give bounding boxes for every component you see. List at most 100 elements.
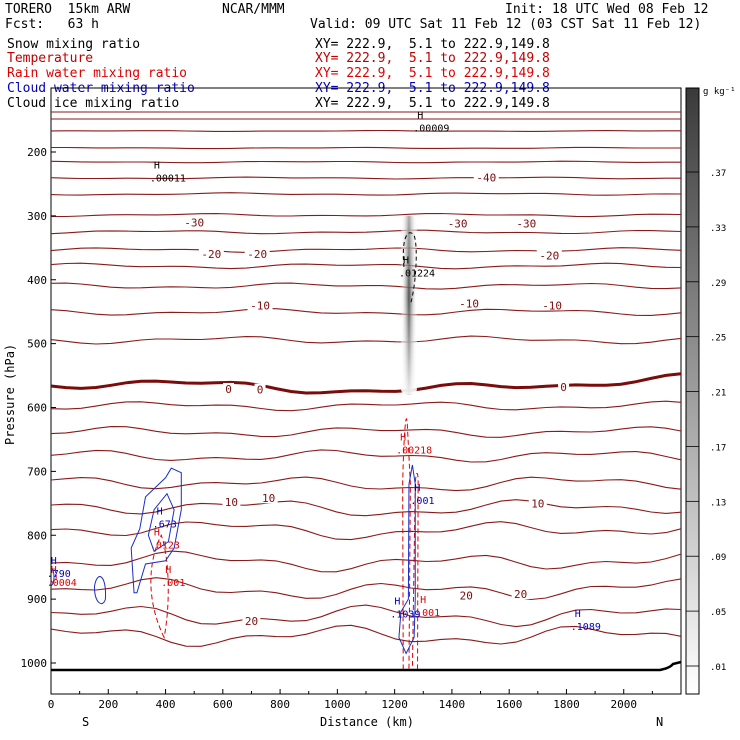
x-tick-label: 1200	[381, 698, 408, 711]
x-tick-label: 400	[156, 698, 176, 711]
colorbar-tick-label: .37	[710, 169, 726, 179]
axes: 0 200 400 600 800 1000 1200 1400 1600 1800 2000200…	[21, 146, 653, 711]
terrain-line	[51, 660, 682, 672]
temperature-label: 0	[257, 384, 264, 397]
temperature-contour-line	[50, 160, 681, 164]
maximum-marker: H	[420, 595, 426, 606]
x-tick-label: 800	[270, 698, 290, 711]
temperature-contour-line	[50, 476, 682, 492]
init-time: Init: 18 UTC Wed 08 Feb 12	[505, 2, 709, 17]
temperature-contour-line	[50, 426, 682, 438]
colorbar-tick-label: .29	[710, 279, 726, 289]
y-tick-label: 300	[27, 210, 47, 223]
temperature-label-bg	[242, 614, 261, 626]
maximum-marker: H	[157, 507, 163, 518]
temperature-label: 0	[225, 383, 232, 396]
temperature-label-bg	[511, 588, 530, 600]
colorbar-ticks: .01 .05 .09 .13 .17 .21 .25 .29 .33 .37	[686, 169, 726, 673]
rain-contour-line	[402, 418, 411, 670]
temperature-contour-line	[50, 192, 682, 196]
temperature-label-bg	[513, 217, 539, 229]
temperature-label: -30	[184, 216, 204, 229]
temperature-label: 20	[245, 615, 258, 628]
maximum-value-label: .00011	[150, 173, 186, 184]
maximum-marker: H	[154, 160, 160, 171]
maximum-marker: H	[400, 433, 406, 444]
maximum-value-label: .00218	[396, 446, 432, 457]
colorbar-tick-label: .33	[710, 224, 726, 234]
temperature-contour-line	[50, 176, 681, 180]
temperature-label: -20	[539, 249, 559, 262]
colorbar-tick-label: .17	[710, 443, 726, 453]
temperature-contour-line	[50, 308, 682, 316]
temperature-label: -30	[516, 218, 536, 231]
temperature-label-bg	[456, 297, 482, 309]
y-tick-label: 500	[27, 338, 47, 351]
rain-contour-line	[50, 574, 57, 584]
y-tick-label: 200	[27, 146, 47, 159]
temperature-label: 20	[460, 589, 473, 602]
snow-mixing-field	[400, 215, 417, 395]
legend-rain-xy: XY= 222.9, 5.1 to 222.9,149.8	[315, 66, 550, 81]
colorbar-tick-label: .21	[710, 389, 726, 399]
colorbar-tick-label: .05	[710, 608, 726, 618]
x-axis-label: Distance (km)	[320, 715, 414, 729]
temperature-label: -20	[247, 248, 267, 261]
temperature-label-bg	[247, 299, 273, 311]
legend-temperature: Temperature	[7, 51, 94, 66]
org-label: NCAR/MMM	[222, 2, 285, 17]
cloud-water-contour-line	[94, 576, 106, 605]
temperature-contour-line	[50, 262, 682, 270]
temperature-contour-line	[50, 400, 682, 412]
temperature-label: -30	[448, 218, 468, 231]
temperature-label: -10	[459, 297, 479, 310]
temperature-label-bg	[244, 248, 270, 260]
temperature-contour-line	[50, 247, 682, 253]
maximum-value-label: .790	[47, 569, 71, 580]
maximum-value-label: .001	[410, 496, 434, 507]
maximum-value-label: .0123	[150, 541, 180, 552]
maximum-value-label: .1039	[390, 610, 420, 621]
temperature-label: -40	[476, 172, 496, 185]
temperature-contour-line	[50, 521, 682, 541]
colorbar-tick-label: .09	[710, 553, 726, 563]
legend-rain: Rain water mixing ratio	[7, 66, 188, 81]
colorbar	[685, 87, 700, 695]
north-label: N	[656, 715, 663, 729]
temperature-label-bg	[528, 497, 547, 509]
y-axis-label: Pressure (hPa)	[3, 344, 17, 445]
maximum-marker: H	[165, 565, 171, 576]
south-label: S	[82, 715, 89, 729]
x-tick-label: 1800	[553, 698, 580, 711]
maximum-marker: H	[394, 597, 400, 608]
legend-temperature-xy: XY= 222.9, 5.1 to 222.9,149.8	[315, 51, 550, 66]
maximum-value-label: .1089	[571, 622, 601, 633]
maximum-value-label: .001	[161, 578, 185, 589]
x-tick-label: 1600	[496, 698, 523, 711]
colorbar-tick-label: .25	[710, 334, 726, 344]
temperature-contour-line	[50, 449, 682, 463]
temperature-contour-line	[50, 282, 682, 290]
temperature-contour-line	[50, 499, 682, 517]
maximum-marker: H	[414, 483, 420, 494]
temperature-contour-line	[50, 229, 682, 235]
cloud-water-contours	[50, 464, 416, 655]
x-tick-label: 0	[48, 698, 55, 711]
temperature-contour-line	[50, 372, 682, 395]
maximum-marker: H	[154, 528, 160, 539]
y-tick-label: 800	[27, 529, 47, 542]
legend-snow-xy: XY= 222.9, 5.1 to 222.9,149.8	[315, 37, 550, 52]
temperature-contour-line	[51, 146, 681, 150]
temperature-label: 20	[514, 588, 527, 601]
temperature-label: 10	[262, 492, 275, 505]
temperature-label: 10	[531, 497, 544, 510]
temperature-contour-line	[50, 624, 682, 647]
legend-snow: Snow mixing ratio	[7, 37, 141, 52]
maximum-marker: H	[417, 111, 423, 122]
temperature-label-bg	[473, 171, 499, 183]
maximum-value-label: .00009	[413, 124, 449, 135]
temperature-contour-line	[50, 604, 682, 628]
temperature-label: 10	[225, 496, 238, 509]
y-tick-label: 700	[27, 465, 47, 478]
temperature-label-bg	[457, 589, 476, 601]
